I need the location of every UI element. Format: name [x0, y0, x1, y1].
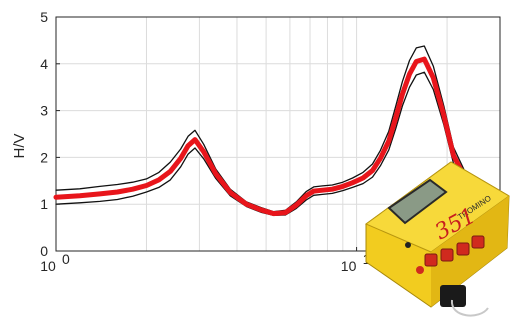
connector-port — [440, 285, 466, 307]
lcd-screen — [387, 178, 448, 225]
power-button — [416, 266, 424, 274]
plot-frame — [55, 16, 501, 252]
status-led — [405, 242, 411, 248]
instrument-photo: TROMINO 351 — [364, 161, 510, 317]
series-layer — [53, 45, 503, 217]
x-tick-label: 10 — [40, 258, 56, 274]
std-bound-curve — [55, 71, 501, 217]
mean-hv-curve — [53, 56, 503, 217]
tick-layer: 012345100101 — [40, 9, 370, 274]
device-button — [471, 235, 485, 249]
device-side-face — [431, 196, 509, 307]
device-button — [440, 248, 454, 262]
x-tick-label: 10 — [341, 258, 357, 274]
x-tick-exponent: 0 — [62, 251, 70, 267]
device-button — [456, 242, 470, 256]
y-axis-label: H/V — [11, 133, 28, 158]
y-tick-label: 0 — [40, 243, 48, 259]
y-tick-label: 4 — [40, 56, 48, 72]
cable-loop — [451, 299, 489, 317]
y-tick-label: 1 — [40, 196, 48, 212]
std-bound-curve — [55, 45, 501, 213]
device-button — [424, 253, 438, 267]
y-tick-label: 3 — [40, 103, 48, 119]
y-tick-label: 2 — [40, 149, 48, 165]
y-tick-label: 5 — [40, 9, 48, 25]
